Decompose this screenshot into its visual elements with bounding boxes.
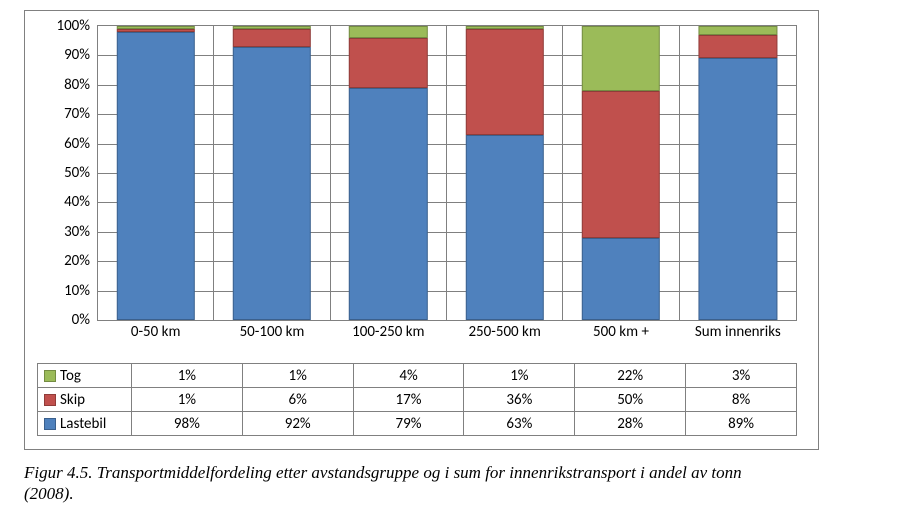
y-tick-label: 60%: [64, 135, 98, 153]
y-tick-label: 10%: [64, 282, 98, 300]
table-cell: 92%: [242, 412, 353, 436]
table-cell: 1%: [131, 364, 242, 388]
bar-segment-skip: [698, 35, 777, 59]
category-column: 250-500 km: [447, 26, 563, 320]
bar-segment-skip: [582, 91, 660, 238]
plot-area: 0%10%20%30%40%50%60%70%80%90%100%0-50 km…: [97, 25, 797, 321]
data-table: Tog1%1%4%1%22%3%Skip1%6%17%36%50%8%Laste…: [37, 363, 797, 436]
y-tick-label: 40%: [64, 193, 98, 211]
table-cell: 28%: [575, 412, 686, 436]
y-tick-label: 90%: [64, 46, 98, 64]
legend-swatch: [44, 370, 56, 382]
table-cell: 22%: [575, 364, 686, 388]
category-column: 50-100 km: [214, 26, 330, 320]
y-tick-label: 80%: [64, 76, 98, 94]
table-cell: 1%: [131, 388, 242, 412]
category-label: 100-250 km: [331, 320, 446, 341]
series-header: Tog: [38, 364, 132, 388]
stacked-bar: [465, 26, 543, 320]
table-cell: 8%: [686, 388, 797, 412]
table-cell: 63%: [464, 412, 575, 436]
stacked-bar: [233, 26, 311, 320]
y-tick-label: 20%: [64, 252, 98, 270]
series-header: Lastebil: [38, 412, 132, 436]
series-header: Skip: [38, 388, 132, 412]
table-cell: 1%: [464, 364, 575, 388]
series-name: Tog: [60, 367, 81, 385]
stacked-bar: [698, 26, 777, 320]
bar-segment-skip: [233, 29, 311, 47]
table-cell: 1%: [242, 364, 353, 388]
y-tick-label: 50%: [64, 164, 98, 182]
bar-segment-lastebil: [349, 88, 427, 320]
table-cell: 50%: [575, 388, 686, 412]
category-label: 0-50 km: [98, 320, 213, 341]
table-cell: 98%: [131, 412, 242, 436]
category-label: 50-100 km: [214, 320, 329, 341]
series-name: Lastebil: [60, 415, 106, 433]
bar-segment-skip: [465, 29, 543, 135]
bar-segment-lastebil: [698, 58, 777, 320]
bar-segment-lastebil: [116, 32, 194, 320]
bar-segment-tog: [582, 26, 660, 91]
table-cell: 36%: [464, 388, 575, 412]
bar-segment-tog: [698, 26, 777, 35]
bar-segment-skip: [349, 38, 427, 88]
table-row: Skip 1%6%17%36%50%8%: [38, 388, 797, 412]
bar-segment-tog: [349, 26, 427, 38]
stacked-bar: [582, 26, 660, 320]
table-cell: 89%: [686, 412, 797, 436]
category-label: 500 km +: [563, 320, 678, 341]
table-cell: 4%: [353, 364, 464, 388]
category-column: 100-250 km: [331, 26, 447, 320]
figure-caption: Figur 4.5. Transportmiddelfordeling ette…: [24, 462, 744, 505]
y-tick-label: 0%: [72, 311, 98, 329]
bar-segment-lastebil: [582, 238, 660, 320]
legend-swatch: [44, 394, 56, 406]
table-row: Tog1%1%4%1%22%3%: [38, 364, 797, 388]
table-cell: 79%: [353, 412, 464, 436]
y-tick-label: 70%: [64, 105, 98, 123]
stacked-bar: [116, 26, 194, 320]
category-column: 0-50 km: [98, 26, 214, 320]
series-name: Skip: [60, 391, 85, 409]
bar-segment-lastebil: [465, 135, 543, 320]
legend-swatch: [44, 418, 56, 430]
category-column: Sum innenriks: [680, 26, 796, 320]
chart-box: 0%10%20%30%40%50%60%70%80%90%100%0-50 km…: [24, 10, 819, 450]
table-cell: 3%: [686, 364, 797, 388]
bar-segment-lastebil: [233, 47, 311, 320]
category-label: 250-500 km: [447, 320, 562, 341]
y-tick-label: 30%: [64, 223, 98, 241]
table-row: Lastebil 98%92%79%63%28%89%: [38, 412, 797, 436]
table-cell: 6%: [242, 388, 353, 412]
category-column: 500 km +: [563, 26, 679, 320]
table-cell: 17%: [353, 388, 464, 412]
y-tick-label: 100%: [56, 17, 98, 35]
stacked-bar: [349, 26, 427, 320]
category-label: Sum innenriks: [680, 320, 796, 341]
